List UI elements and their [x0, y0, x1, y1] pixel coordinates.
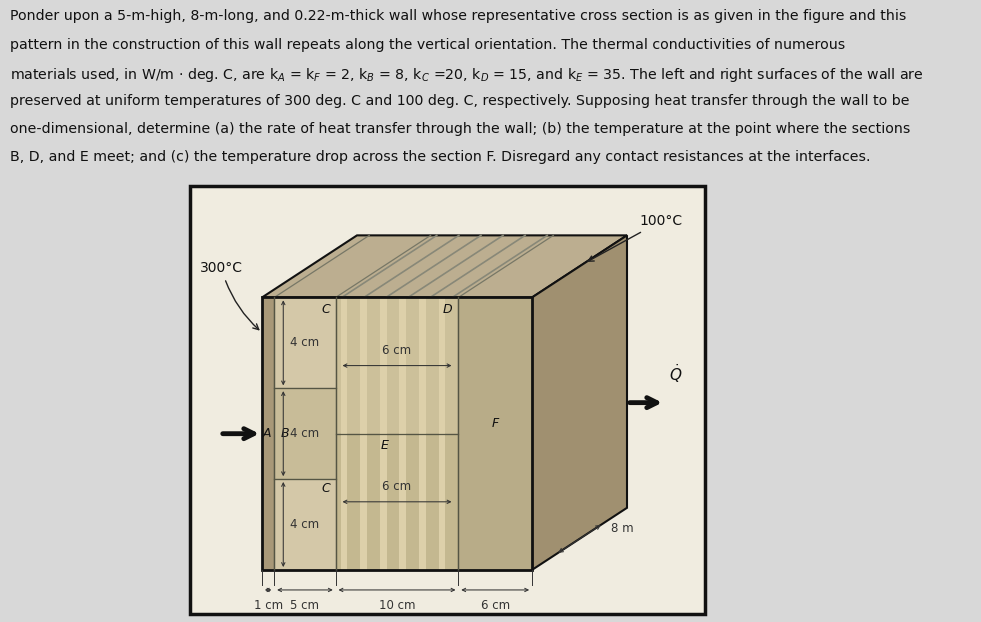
- Text: $\dot{Q}$: $\dot{Q}$: [669, 361, 683, 384]
- Text: 5 cm: 5 cm: [290, 599, 320, 612]
- Text: 4 cm: 4 cm: [290, 518, 320, 531]
- Text: 4 cm: 4 cm: [290, 337, 320, 350]
- Text: 6 cm: 6 cm: [383, 480, 412, 493]
- Text: Ponder upon a 5-m-high, 8-m-long, and 0.22-m-thick wall whose representative cro: Ponder upon a 5-m-high, 8-m-long, and 0.…: [10, 9, 906, 24]
- Polygon shape: [275, 297, 336, 388]
- Polygon shape: [419, 297, 426, 434]
- Text: B, D, and E meet; and (c) the temperature drop across the section F. Disregard a: B, D, and E meet; and (c) the temperatur…: [10, 151, 870, 164]
- Polygon shape: [399, 434, 406, 570]
- Polygon shape: [340, 297, 347, 434]
- Text: D: D: [442, 304, 452, 317]
- Polygon shape: [360, 297, 367, 434]
- Polygon shape: [275, 388, 336, 479]
- Polygon shape: [399, 297, 406, 434]
- Text: E: E: [381, 439, 388, 452]
- Polygon shape: [360, 434, 367, 570]
- Polygon shape: [190, 186, 705, 614]
- Polygon shape: [380, 434, 387, 570]
- Polygon shape: [439, 297, 445, 434]
- Text: 1 cm: 1 cm: [253, 599, 283, 612]
- Text: F: F: [491, 417, 498, 430]
- Text: preserved at uniform temperatures of 300 deg. C and 100 deg. C, respectively. Su: preserved at uniform temperatures of 300…: [10, 94, 909, 108]
- Polygon shape: [262, 235, 627, 297]
- Polygon shape: [340, 434, 347, 570]
- Polygon shape: [262, 297, 275, 570]
- Polygon shape: [439, 434, 445, 570]
- Text: pattern in the construction of this wall repeats along the vertical orientation.: pattern in the construction of this wall…: [10, 37, 845, 52]
- Polygon shape: [458, 297, 532, 570]
- Text: C: C: [322, 304, 331, 317]
- Text: A: A: [263, 427, 272, 440]
- Text: 6 cm: 6 cm: [383, 343, 412, 356]
- Text: 300°C: 300°C: [200, 261, 259, 330]
- Text: 4 cm: 4 cm: [290, 427, 320, 440]
- Polygon shape: [336, 297, 458, 434]
- Text: 10 cm: 10 cm: [379, 599, 415, 612]
- Text: 100°C: 100°C: [588, 214, 683, 261]
- Text: materials used, in W/m $\cdot$ deg. C, are k$_A$ = k$_F$ = 2, k$_B$ = 8, k$_C$ =: materials used, in W/m $\cdot$ deg. C, a…: [10, 66, 923, 84]
- Polygon shape: [380, 297, 387, 434]
- Text: B: B: [281, 427, 288, 440]
- Text: C: C: [322, 482, 331, 495]
- Text: 6 cm: 6 cm: [481, 599, 510, 612]
- Polygon shape: [419, 434, 426, 570]
- Polygon shape: [336, 434, 458, 570]
- Text: one-dimensional, determine (a) the rate of heat transfer through the wall; (b) t: one-dimensional, determine (a) the rate …: [10, 122, 910, 136]
- Polygon shape: [275, 479, 336, 570]
- Polygon shape: [532, 235, 627, 570]
- Text: 8 m: 8 m: [611, 522, 634, 535]
